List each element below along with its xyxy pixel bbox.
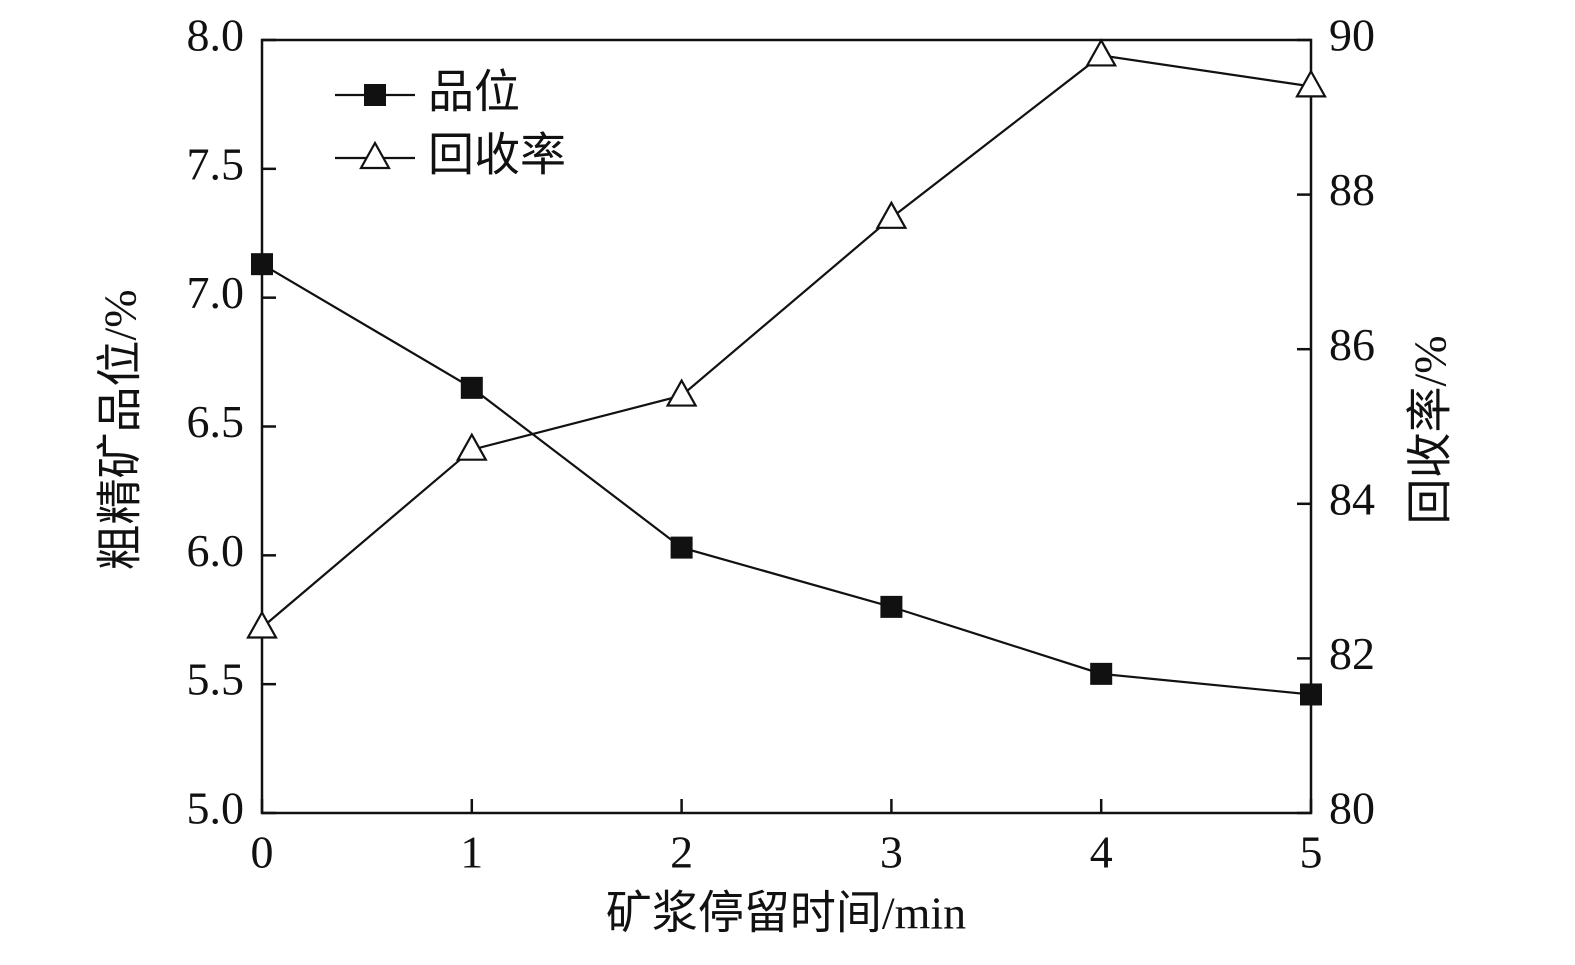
x-tick-label: 3 (880, 827, 903, 878)
y-tick-label: 8.0 (187, 10, 245, 61)
marker (1085, 38, 1118, 67)
y2-tick-label: 88 (1329, 164, 1375, 215)
y-tick-label: 7.0 (187, 267, 245, 318)
marker (670, 536, 693, 559)
y-tick-label: 5.0 (187, 783, 245, 834)
legend-marker (359, 140, 391, 170)
x-tick-label: 0 (251, 827, 274, 878)
marker (246, 610, 278, 639)
marker (1090, 662, 1113, 685)
y-tick-label: 6.5 (187, 396, 245, 447)
x-tick-label: 1 (460, 827, 483, 878)
x-tick-label: 5 (1300, 827, 1323, 878)
y-tick-label: 6.0 (187, 525, 245, 576)
marker (665, 378, 698, 407)
y-tick-label: 5.5 (187, 654, 245, 705)
plot-frame (260, 38, 1313, 815)
marker (875, 200, 908, 229)
x-axis-label: 矿浆停留时间/min (606, 888, 966, 939)
x-tick-label: 2 (670, 827, 693, 878)
legend-label: 回收率 (428, 130, 566, 181)
marker (1295, 69, 1327, 98)
series-line (261, 263, 1312, 696)
x-tick-label: 4 (1090, 827, 1113, 878)
marker (251, 253, 273, 276)
y2-axis-label: 回收率/% (1405, 335, 1456, 524)
marker (455, 432, 488, 461)
y2-tick-label: 80 (1329, 783, 1375, 834)
y2-tick-label: 86 (1329, 319, 1375, 370)
marker (1300, 683, 1322, 706)
y-axis-label: 粗精矿品位/% (95, 289, 146, 570)
series-line (261, 54, 1312, 629)
legend-label: 品位 (428, 67, 520, 118)
marker (880, 595, 903, 618)
y2-tick-label: 84 (1329, 473, 1375, 524)
y-tick-label: 7.5 (187, 138, 245, 189)
legend-marker (364, 84, 386, 106)
y2-tick-label: 82 (1329, 628, 1375, 679)
marker (460, 376, 483, 399)
y2-tick-label: 90 (1329, 10, 1375, 61)
